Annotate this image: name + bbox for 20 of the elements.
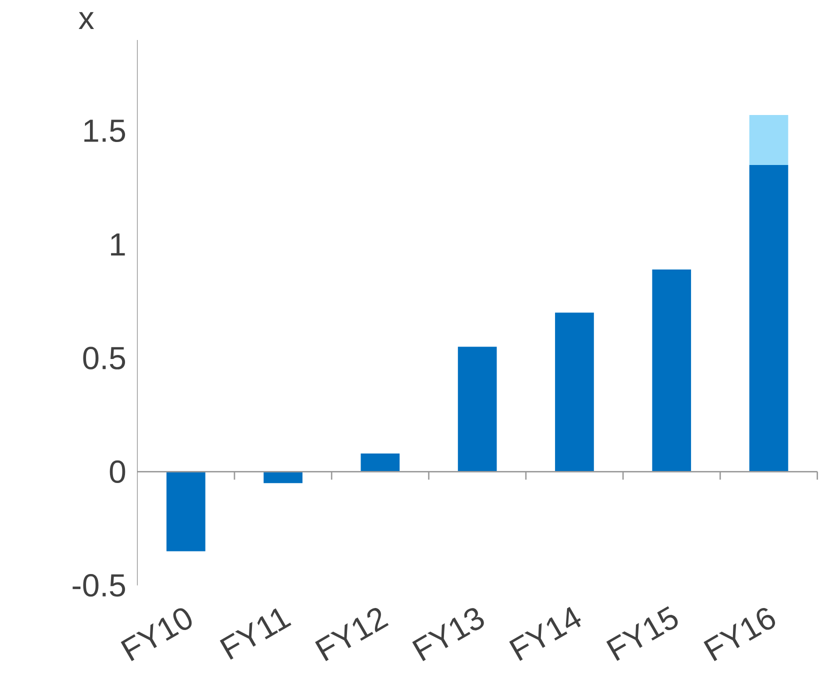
bar [555,312,594,472]
x-tick-label: FY12 [315,608,389,662]
bar [360,454,400,472]
x-tick-label: FY14 [509,606,581,661]
bar [749,114,788,165]
bar [749,164,788,472]
bar [458,346,497,472]
x-tick-label: FY13 [412,608,484,662]
bar [166,472,206,552]
bar [652,269,692,472]
y-tick-label: -0.5 [72,574,126,597]
y-axis-title: x [78,12,94,30]
x-tick-label: FY10 [120,608,192,662]
y-tick-label: 1 [111,233,125,256]
y-tick-label: 1.5 [84,120,126,142]
x-tick-label: FY11 [220,608,292,660]
bar [264,472,302,484]
x-tick-label: FY16 [704,608,776,662]
y-tick-label: 0 [110,460,126,484]
y-tick-label: 0.5 [83,346,126,370]
